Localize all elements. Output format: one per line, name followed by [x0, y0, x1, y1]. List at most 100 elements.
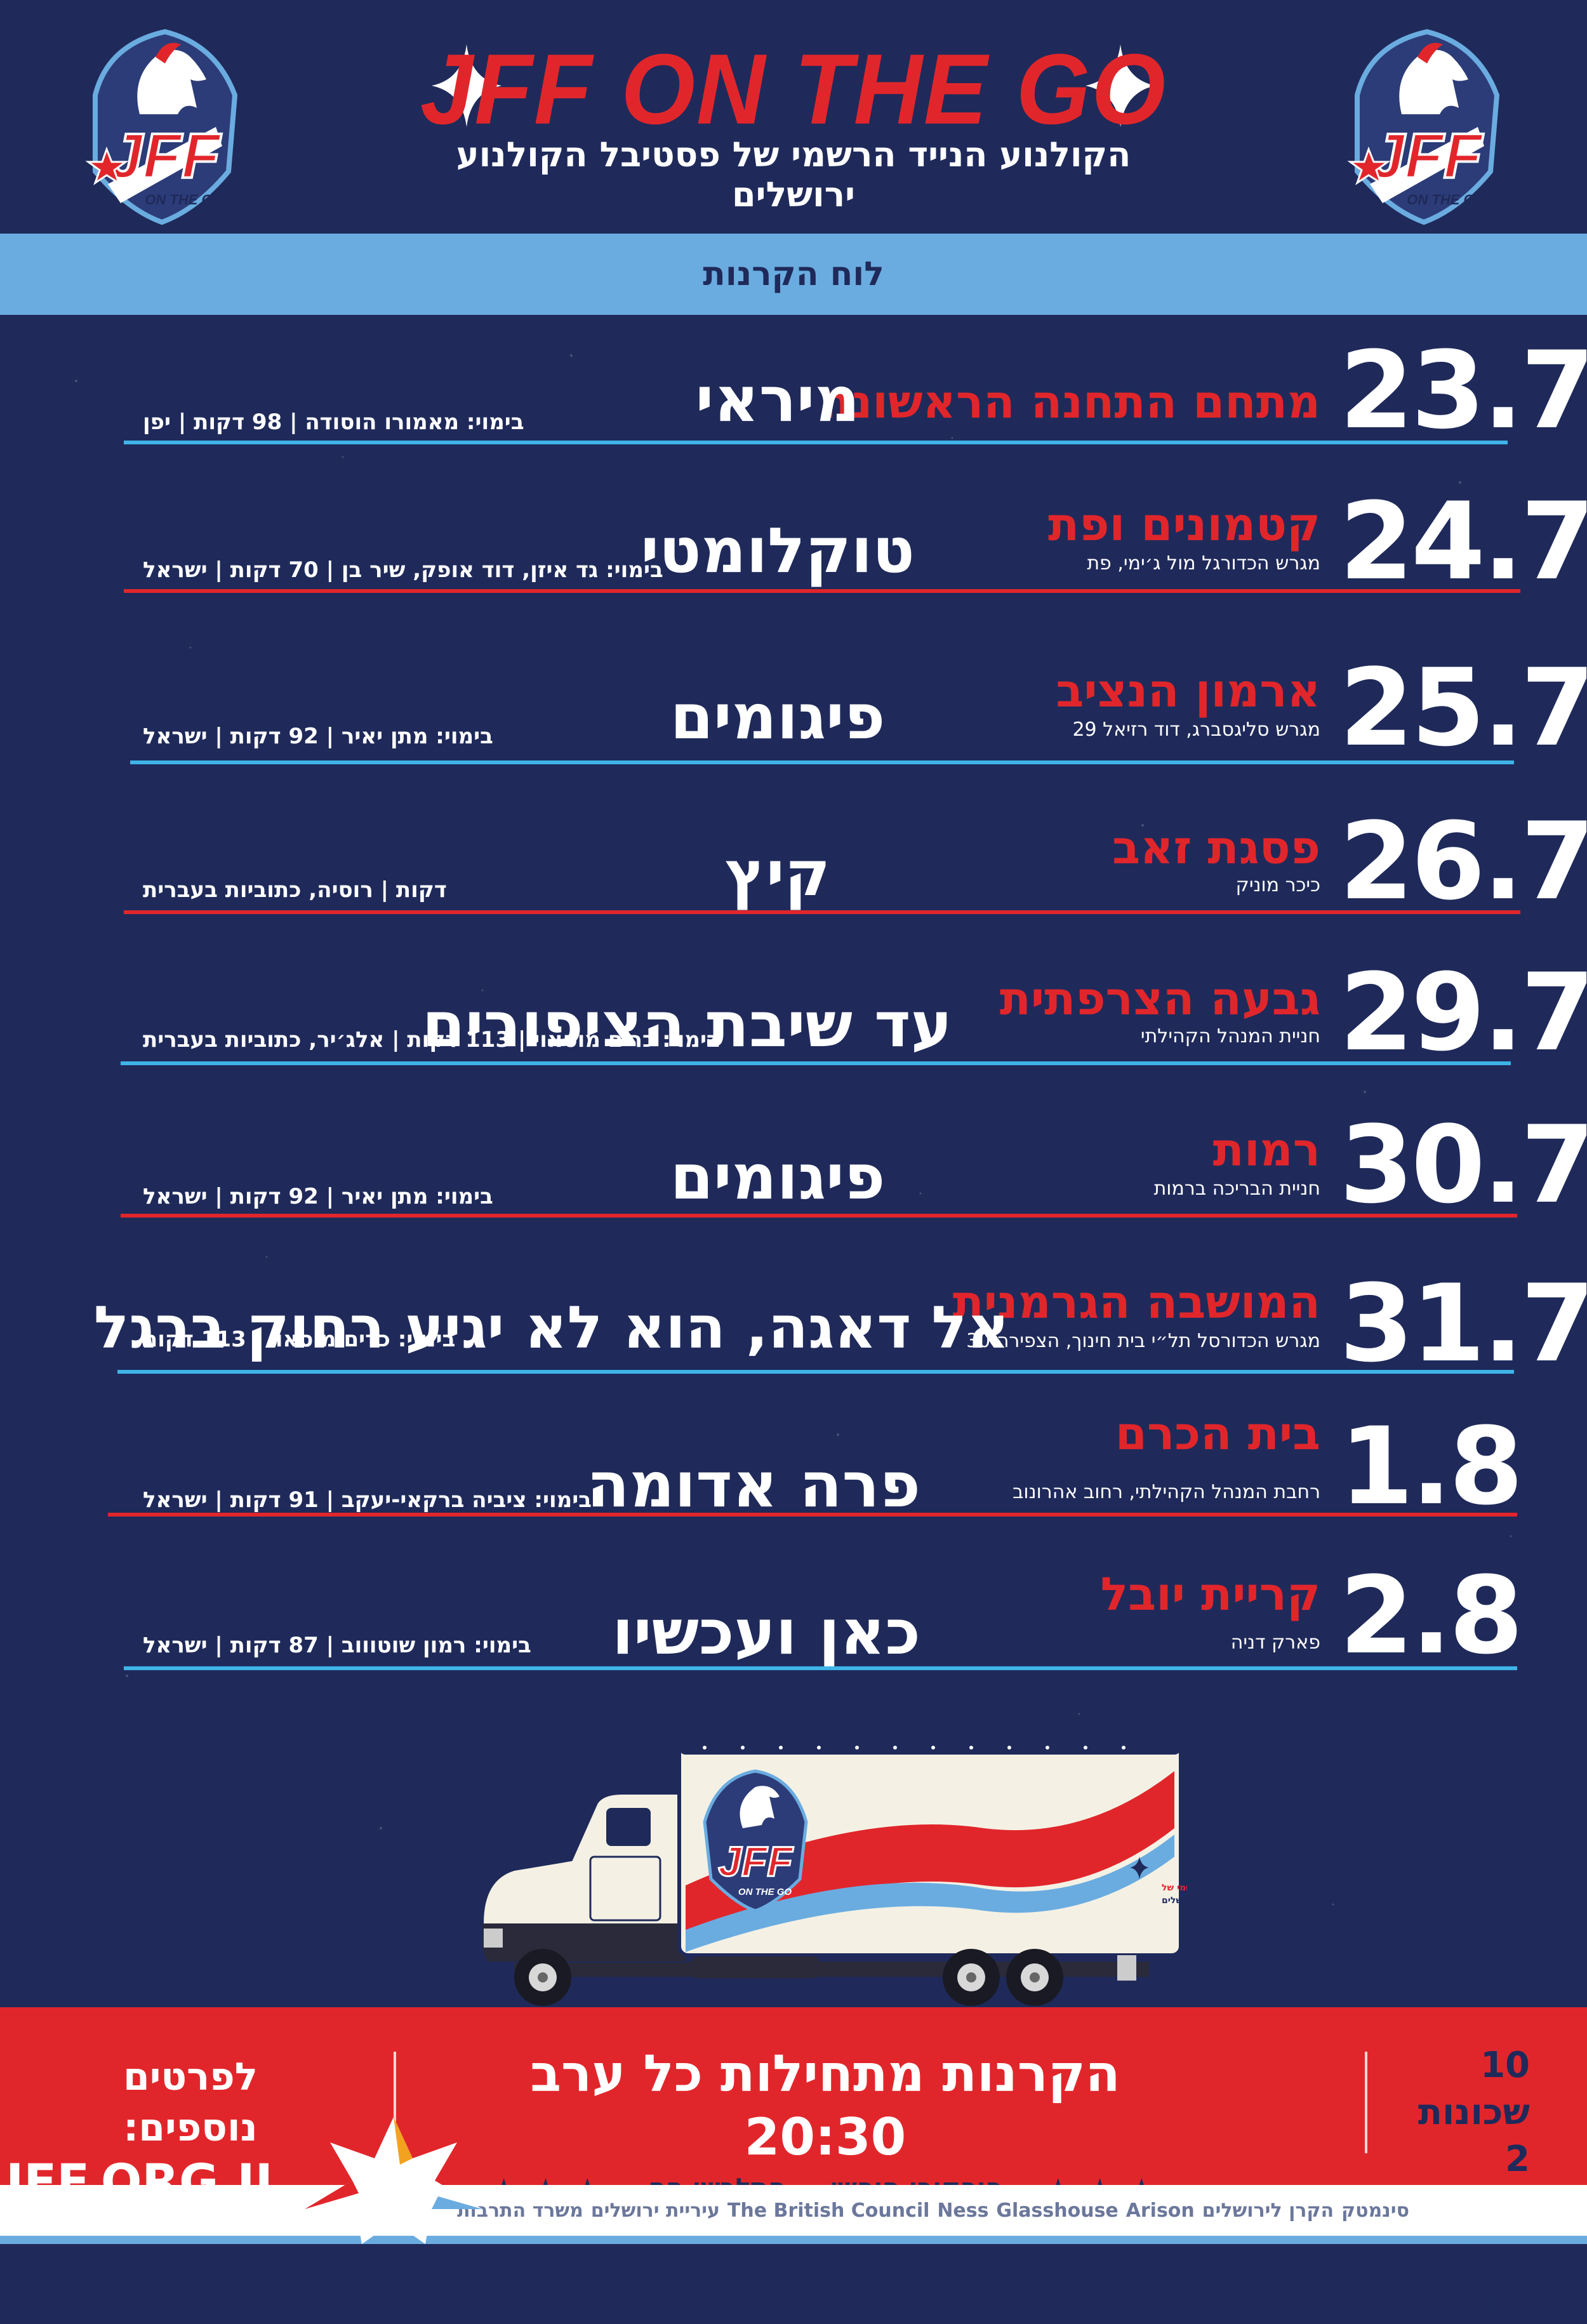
star-icon [1347, 146, 1391, 185]
screening-place: קטמונים ופת [1047, 498, 1320, 551]
row-divider [121, 1214, 1517, 1218]
screening-film: אל דאגה, הוא לא יגיע רחוק ברגל [93, 1294, 1009, 1362]
screening-place: ארמון הנציב [1056, 664, 1320, 717]
stat-weeks: 10 שכונות [1418, 2045, 1530, 2133]
screening-row: 23.7 מתחם התחנה הראשונה מיראי בימוי: מאמ… [0, 330, 1587, 457]
screening-place: מתחם התחנה הראשונה [820, 375, 1320, 428]
screening-place: רמות [1212, 1123, 1320, 1176]
header: JFF ON THE GO JFF ON THE GO JFF ON THE G… [0, 0, 1587, 234]
screening-row: 31.7 המושבה הגרמנית מגרש הכדורסל תל״י בי… [0, 1263, 1587, 1390]
screening-row: 29.7 גבעה הצרפתית חניית המנהל הקהילתי עד… [0, 952, 1587, 1079]
screening-film: קיץ [725, 838, 830, 910]
screening-row: 26.7 פסגת זאב כיכר מוניק קיץ דקות | רוסי… [0, 801, 1587, 928]
screening-film: טוקלומטי [641, 515, 915, 587]
screening-credit: דקות | רוסיה, כתוביות בעברית [143, 877, 447, 903]
svg-text:פסטיבל הקולנוע ירושלים: פסטיבל הקולנוע ירושלים [1162, 1896, 1187, 1906]
screening-address: חניית הבריכה ברמות [1153, 1178, 1320, 1200]
more-info-label: לפרטים נוספים: [123, 2055, 258, 2150]
screening-place: המושבה הגרמנית [952, 1275, 1320, 1329]
screening-date: 31.7 [1339, 1261, 1587, 1386]
wheel-icon [943, 1949, 1000, 2006]
screening-credit: בימוי: כרים מוסאוי | 113 דקות [143, 1327, 456, 1352]
svg-text:הקולנוע הנייד הרשמי של: הקולנוע הנייד הרשמי של [1162, 1883, 1187, 1893]
sponsor-logo: משרד התרבות [457, 2199, 583, 2222]
screening-address: מגרש הכדורסל תל״י בית חינוך, הצפירה 30 [966, 1330, 1320, 1352]
screening-date: 26.7 [1339, 799, 1587, 924]
lineup-band: לוח הקרנות [0, 234, 1587, 315]
screening-address: פארק דניה [1230, 1631, 1320, 1654]
screening-row: 1.8 בית הכרם רחבת המנהל הקהילתי, רחוב אה… [0, 1406, 1587, 1533]
row-divider [124, 589, 1520, 593]
screening-date: 30.7 [1339, 1103, 1587, 1227]
start-time: הקרנות מתחילות כל ערב 20:30 [530, 2044, 1120, 2167]
sponsor-logo: Arison [1126, 2199, 1195, 2222]
sponsor-logo: עיריית ירושלים [590, 2199, 720, 2222]
screening-film: פרה אדומה [587, 1449, 920, 1522]
sponsor-strip: סינמטק הקרן לירושלים Arison Glasshouse N… [0, 2185, 1587, 2244]
screening-address: כיכר מוניק [1235, 874, 1320, 896]
screening-date: 23.7 [1339, 328, 1587, 453]
sponsor-logo: סינמטק [1341, 2199, 1409, 2222]
sponsor-logo: Ness [937, 2199, 989, 2222]
screening-info: הקרנות מתחילות כל ערב 20:30 ★ ★ ★ פופקור… [444, 2042, 1206, 2207]
svg-text:ON THE GO: ON THE GO [1407, 192, 1485, 208]
jff-logo-right: JFF ON THE GO [1347, 29, 1500, 225]
screening-film: כאן ועכשיו [612, 1597, 920, 1669]
sparkle-icon [1086, 44, 1155, 127]
row-divider [121, 1061, 1511, 1065]
sponsor-logo: הקרן לירושלים [1202, 2199, 1334, 2222]
screening-credit: בימוי: מאמורו הוסודה | 98 דקות | יפן [143, 409, 524, 435]
sponsor-logos: סינמטק הקרן לירושלים Arison Glasshouse N… [457, 2185, 1409, 2236]
screening-row: 24.7 קטמונים ופת מגרש הכדורגל מול ג׳ימי,… [0, 481, 1587, 608]
screening-film: פיגומים [670, 681, 886, 754]
stats: 10 שכונות 2 משאיות קולנוע אחד [1397, 2042, 1530, 2324]
wheel-icon [1006, 1949, 1063, 2006]
stat-cinema: קולנוע אחד [1418, 2233, 1530, 2321]
screening-date: 2.8 [1339, 1553, 1524, 1678]
screening-date: 25.7 [1339, 646, 1587, 770]
jff-logo-left: JFF ON THE GO [85, 29, 238, 225]
footer-divider [1365, 2052, 1367, 2153]
screening-row: 30.7 רמות חניית הבריכה ברמות פיגומים בימ… [0, 1105, 1587, 1232]
star-icon [85, 146, 129, 185]
screening-row: 2.8 קריית יובל פארק דניה כאן ועכשיו בימו… [0, 1555, 1587, 1682]
svg-text:JFF: JFF [718, 1838, 794, 1885]
screening-credit: בימוי: רמון שוטוווב | 87 דקות | ישראל [143, 1633, 531, 1658]
screening-credit: בימוי: גד איזן, דוד אופק, שיר בן | 70 דק… [143, 557, 663, 583]
horse-icon [137, 50, 206, 114]
screening-date: 1.8 [1339, 1404, 1524, 1529]
sponsor-logo: The British Council [727, 2199, 930, 2222]
screening-address: מגרש סליגסברג, דוד רזיאל 29 [1072, 719, 1320, 741]
screening-address: חניית המנהל הקהילתי [1140, 1025, 1320, 1047]
screening-credit: בימוי: מתן יאיר | 92 דקות | ישראל [143, 1184, 493, 1209]
svg-text:ON THE GO: ON THE GO [738, 1887, 792, 1897]
lineup-label: לוח הקרנות [703, 255, 884, 293]
svg-text:JFF: JFF [107, 121, 222, 192]
sponsor-band [0, 2185, 1587, 2236]
row-divider [108, 1513, 1517, 1517]
screening-address: מגרש הכדורגל מול ג׳ימי, פת [1087, 552, 1320, 574]
screening-place: פסגת זאב [1112, 821, 1320, 874]
sparkle-icon [432, 44, 501, 127]
row-divider [124, 441, 1508, 444]
horse-icon [1399, 50, 1468, 114]
truck-illustration: JFF ON THE GO הקולנוע הנייד הרשמי של פסט… [481, 1739, 1187, 2006]
row-divider [124, 910, 1520, 914]
screening-credit: בימוי: כרים מוסאוי | 113 דקות | אלג׳יר, … [143, 1027, 720, 1052]
row-divider [130, 760, 1514, 764]
page-title: JFF ON THE GO [420, 32, 1167, 145]
row-divider [117, 1370, 1514, 1374]
screening-credit: בימוי: מתן יאיר | 92 דקות | ישראל [143, 724, 493, 749]
title-wrap: JFF ON THE GO [413, 32, 1174, 145]
sparkle-icon [1130, 1857, 1149, 1879]
screening-date: 24.7 [1339, 479, 1587, 604]
svg-text:JFF: JFF [1369, 121, 1484, 192]
wheel-icon [514, 1949, 571, 2006]
page-subtitle: הקולנוע הנייד הרשמי של פסטיבל הקולנוע יר… [456, 135, 1131, 215]
screening-film: עד שיבת הציפורים [422, 989, 952, 1061]
star-badge-icon [305, 2117, 482, 2244]
screening-address: רחבת המנהל הקהילתי, רחוב אהרונוב [1013, 1481, 1320, 1503]
screening-credit: בימוי: ציביה ברקאי-יעקב | 91 דקות | ישרא… [143, 1487, 592, 1513]
screening-place: בית הכרם [1115, 1407, 1320, 1460]
screening-film: פיגומים [670, 1141, 886, 1214]
